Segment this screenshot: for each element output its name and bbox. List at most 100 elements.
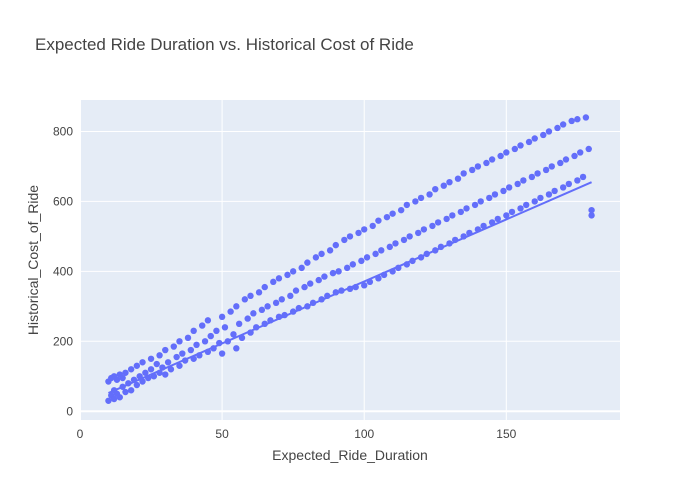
data-point [332,241,339,249]
data-point [397,206,405,214]
data-point [127,387,135,394]
data-point [531,135,538,142]
data-point [173,353,180,361]
data-point [170,343,177,350]
data-point [375,217,382,224]
data-point [301,283,308,291]
y-tick-label: 0 [66,404,73,418]
data-point [247,292,254,300]
data-point [545,128,553,135]
data-point [505,184,513,191]
data-point [156,352,163,359]
data-point [307,280,314,287]
data-point [497,152,504,160]
data-point [272,299,280,307]
data-point [574,177,581,184]
data-point [432,185,439,193]
data-point [525,138,533,146]
chart-title: Expected Ride Duration vs. Historical Co… [35,35,414,54]
data-point [412,198,419,205]
data-point [329,269,337,277]
data-point [312,254,320,261]
data-point [545,191,553,198]
data-point [227,308,234,315]
data-point [122,388,129,396]
data-point [361,282,368,289]
data-point [221,324,229,331]
data-point [127,366,135,373]
data-point [403,201,411,209]
data-point [230,331,237,338]
data-point [298,264,305,272]
data-point [474,163,482,170]
data-point [122,369,129,376]
data-point [142,369,149,376]
x-axis-title: Expected_Ride_Duration [272,447,428,463]
data-point [588,212,595,219]
data-point [147,355,155,362]
data-point [292,287,300,294]
data-point [287,292,294,300]
data-point [585,145,592,153]
data-point [164,359,172,366]
data-point [346,233,354,240]
data-point [574,116,581,123]
y-tick-label: 200 [53,334,73,348]
data-point [429,222,436,230]
data-point [233,345,240,352]
data-point [278,296,285,303]
data-point [162,371,169,378]
data-point [179,350,186,357]
data-point [417,194,425,202]
data-point [460,170,467,177]
data-point [335,268,342,275]
data-point [218,350,226,357]
data-point [201,338,209,345]
data-point [133,362,141,369]
data-point [415,229,422,237]
data-point [554,124,561,132]
x-tick-label: 0 [77,427,84,441]
trendline-layer [108,181,592,394]
data-point [477,198,484,205]
data-point [571,152,578,160]
data-point [389,210,396,217]
data-point [235,320,243,328]
data-point [528,173,536,181]
data-point [105,397,112,404]
data-point [275,275,283,282]
data-point [517,205,524,212]
data-point [562,156,570,163]
data-point [568,117,575,125]
y-tick-label: 600 [53,194,73,208]
data-point [284,271,291,279]
data-point [321,273,328,280]
data-point [190,327,197,335]
x-tick-label: 150 [496,427,516,441]
data-point [488,156,496,163]
data-point [372,250,379,258]
data-point [218,313,226,321]
data-point [588,206,595,214]
data-point [358,257,365,265]
data-point [565,180,573,188]
data-point [378,247,385,254]
data-point [537,194,544,202]
data-point [110,395,118,403]
data-point [162,346,169,354]
data-point [304,259,311,266]
data-point [520,177,527,184]
data-point [426,191,433,198]
data-point [369,222,376,230]
data-point [500,187,507,195]
data-point [540,131,547,139]
data-point [355,229,362,237]
data-point [523,201,530,209]
data-point [264,303,271,310]
y-tick-labels: 0 200 400 600 800 [53,124,73,418]
x-tick-label: 50 [215,427,229,441]
x-tick-label: 100 [354,427,374,441]
data-point [139,359,146,366]
data-point [341,236,348,244]
